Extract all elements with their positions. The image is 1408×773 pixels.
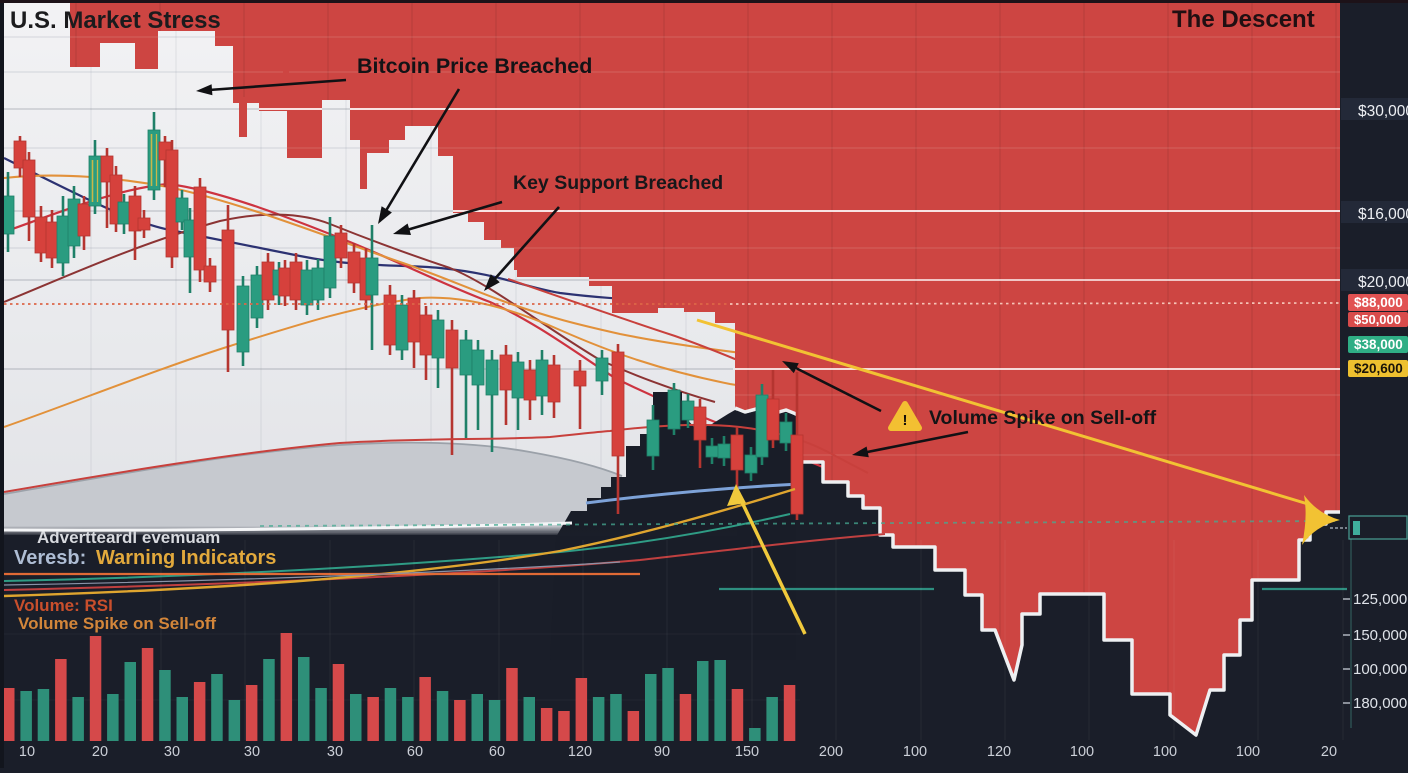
- svg-text:Key Support Breached: Key Support Breached: [513, 172, 723, 194]
- svg-text:$16,000: $16,000: [1358, 206, 1408, 223]
- svg-text:Bitcoin Price Breached: Bitcoin Price Breached: [357, 54, 592, 78]
- svg-text:30: 30: [244, 744, 260, 760]
- svg-text:$50,000: $50,000: [1354, 312, 1401, 327]
- svg-text:$38,000: $38,000: [1354, 337, 1403, 352]
- svg-text:!: !: [903, 412, 908, 429]
- svg-text:Volume Spike on Sell-off: Volume Spike on Sell-off: [18, 614, 216, 633]
- svg-text:120: 120: [568, 744, 592, 760]
- svg-text:120: 120: [987, 744, 1011, 760]
- svg-text:100: 100: [903, 744, 927, 760]
- svg-text:150: 150: [735, 744, 759, 760]
- svg-text:60: 60: [489, 744, 505, 760]
- svg-text:$88,000: $88,000: [1354, 295, 1403, 310]
- svg-text:30: 30: [164, 744, 180, 760]
- svg-text:$20,600: $20,600: [1354, 361, 1403, 376]
- svg-text:30: 30: [327, 744, 343, 760]
- svg-text:100: 100: [1236, 744, 1260, 760]
- svg-text:20: 20: [1321, 744, 1337, 760]
- svg-text:Advertteardl evemuam: Advertteardl evemuam: [37, 528, 220, 547]
- svg-text:150,000: 150,000: [1353, 627, 1407, 644]
- svg-text:Warning Indicators: Warning Indicators: [96, 547, 276, 569]
- svg-text:90: 90: [654, 744, 670, 760]
- svg-text:Volume: RSI: Volume: RSI: [14, 596, 113, 615]
- svg-text:60: 60: [407, 744, 423, 760]
- svg-text:200: 200: [819, 744, 843, 760]
- svg-text:$20,000: $20,000: [1358, 274, 1408, 291]
- svg-text:$30,000: $30,000: [1358, 103, 1408, 120]
- svg-text:10: 10: [19, 744, 35, 760]
- svg-text:Volume Spike on Sell-off: Volume Spike on Sell-off: [929, 407, 1157, 429]
- svg-text:100,000: 100,000: [1353, 661, 1407, 678]
- svg-text:Veresb:: Veresb:: [14, 547, 86, 569]
- svg-text:125,000: 125,000: [1353, 591, 1407, 608]
- svg-text:U.S. Market Stress: U.S. Market Stress: [10, 7, 221, 34]
- svg-text:100: 100: [1153, 744, 1177, 760]
- svg-text:180,000: 180,000: [1353, 695, 1407, 712]
- svg-text:20: 20: [92, 744, 108, 760]
- svg-text:The Descent: The Descent: [1172, 6, 1315, 33]
- svg-text:100: 100: [1070, 744, 1094, 760]
